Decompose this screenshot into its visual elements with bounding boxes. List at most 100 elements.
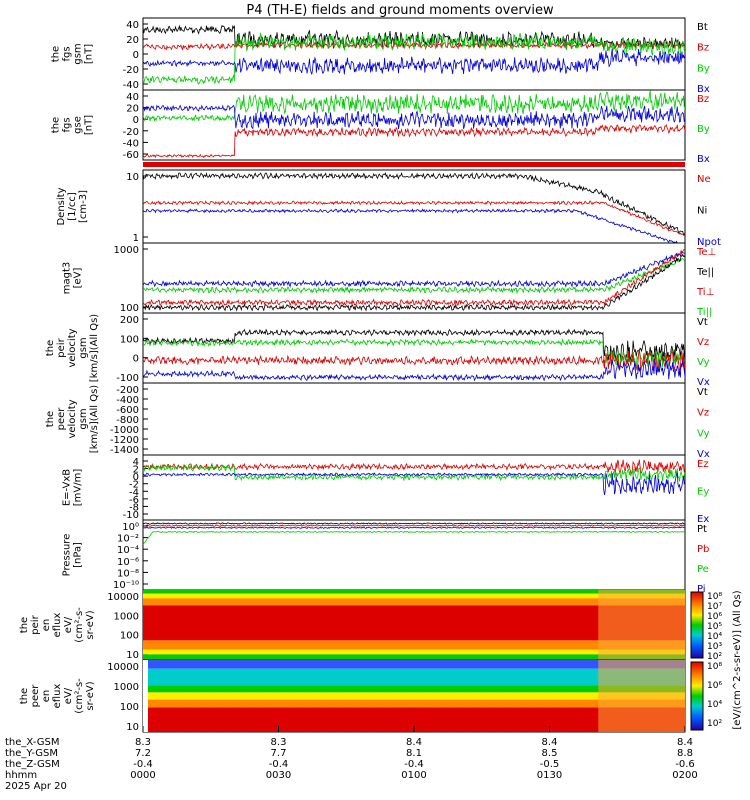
ytick-label: 1000 xyxy=(114,611,139,622)
ylabel-line: fgs xyxy=(62,117,73,132)
panel-ylabel: E=-VxB [mV/m] xyxy=(62,469,84,507)
ytick-label: 0 xyxy=(133,472,139,483)
legend-green: Pe xyxy=(697,564,709,575)
ylabel-line: [km/s](All Qs) xyxy=(89,314,100,382)
panel-content xyxy=(143,171,685,243)
legend-green: By xyxy=(697,124,710,135)
ytick-label: -40 xyxy=(123,80,139,91)
ytick-label: 10 xyxy=(126,650,139,661)
ylabel-line: [1/cc] xyxy=(67,192,78,221)
panel-efield: E=-VxB [mV/m] 420-2-4-6-8-10 Ez Ey Ex xyxy=(62,454,709,525)
colorbar-tick: 10⁸ xyxy=(707,662,722,672)
ytick-label: -1400 xyxy=(110,445,139,456)
panel-content xyxy=(143,522,685,545)
ytick-label: 0 xyxy=(133,354,139,365)
ytick-label: 10000 xyxy=(107,662,139,673)
ylabel-line: the xyxy=(51,117,62,133)
trace-Pb xyxy=(143,524,685,527)
panel-peir_vel: the peir velocity gsm [km/s](All Qs) 200 100 0 -… xyxy=(45,312,710,388)
panel-content xyxy=(143,24,685,85)
trace-Bx xyxy=(143,48,685,75)
xaxis-value: -0.6 xyxy=(675,759,695,770)
ytick-label: 10 xyxy=(126,172,139,183)
legend-red: Vz xyxy=(697,337,709,348)
ytick-label: -600 xyxy=(116,405,139,416)
colorbar-tick: 10⁴ xyxy=(707,700,722,710)
legend-blue: Vx xyxy=(697,449,710,460)
ylabel-line: en xyxy=(41,690,52,703)
panel-peer_spec: the peer en eflux eV/(cm²-s-sr-eV) 10000 1000 1… xyxy=(19,659,686,733)
legend-blue: Bx xyxy=(697,84,710,95)
ylabel-line: eflux xyxy=(52,684,63,709)
ylabel-line: [km/s](All Qs) xyxy=(89,385,100,453)
xaxis-value: 8.4 xyxy=(542,737,558,748)
xaxis-row-label: the_Z-GSM xyxy=(5,759,60,770)
ylabel-line: E=-VxB xyxy=(62,469,73,506)
ytick-label: 10⁻⁸ xyxy=(117,568,139,579)
colorbar-tick: 10² xyxy=(707,652,722,662)
spectrogram-band xyxy=(143,649,685,655)
xaxis-value: -0.5 xyxy=(540,759,560,770)
xaxis-row-label: hhmm xyxy=(5,770,37,781)
legend-blue: Npot xyxy=(697,237,721,248)
ylabel-line: (cm²-s- xyxy=(74,678,85,714)
ytick-label: 10000 xyxy=(107,592,139,603)
xaxis-value: 8.4 xyxy=(677,737,693,748)
legend-red: Ez xyxy=(697,459,709,470)
spectrogram-band xyxy=(143,692,685,700)
trace-Pe xyxy=(143,530,685,545)
trace-Bx xyxy=(143,104,685,130)
panel-density: Density [1/cc] [cm-3] 10 1 Ne Ni Npot xyxy=(56,162,721,248)
spectrogram-band xyxy=(143,654,685,660)
panel-content xyxy=(143,590,685,660)
ytick-label: 100 xyxy=(120,303,139,314)
ytick-label: 10⁻² xyxy=(117,534,139,545)
figure-title: P4 (TH-E) fields and ground moments over… xyxy=(246,3,554,18)
ylabel-line: velocity xyxy=(67,399,78,438)
spectrogram-band xyxy=(143,660,685,669)
legend-red: Te⊥ xyxy=(696,247,716,258)
ytick-label: 0 xyxy=(133,115,139,126)
panel-peer_vel: the peer velocity gsm [km/s](All Qs) -200-400… xyxy=(45,382,710,460)
ytick-label: 2 xyxy=(133,465,139,476)
colorbar-tick: 10² xyxy=(707,719,722,729)
colorbar-tick: 10⁶ xyxy=(707,681,722,691)
xaxis-value: 0030 xyxy=(266,770,291,781)
ytick-label: -20 xyxy=(123,127,139,138)
legend-green: By xyxy=(697,63,710,74)
colorbar-label: [eV/(cm^2-s-sr-eV)] (All Qs) xyxy=(732,590,743,729)
ytick-label: -1000 xyxy=(110,425,139,436)
spectrogram-band xyxy=(143,593,685,599)
trace-Vz xyxy=(143,348,685,373)
ylabel-line: [eV] xyxy=(73,268,84,289)
legend-black: Pt xyxy=(697,524,707,535)
ylabel-line: peir xyxy=(30,614,41,634)
panel-content xyxy=(143,90,685,159)
trace-Tepar xyxy=(143,253,685,312)
legend-blue: Pi xyxy=(697,584,706,595)
ylabel-line: velocity xyxy=(67,328,78,367)
ylabel-line: gsm xyxy=(78,337,89,358)
ytick-label: 100 xyxy=(120,702,139,713)
panel-frame xyxy=(142,89,686,161)
colorbar-label-group: [eV/(cm^2-s-sr-eV)] (All Qs) xyxy=(732,590,743,729)
ytick-label: 4 xyxy=(133,457,139,468)
xaxis-value: 8.3 xyxy=(271,737,287,748)
xaxis-value: 0130 xyxy=(537,770,562,781)
trace-Tiperp xyxy=(143,251,685,288)
ytick-label: 40 xyxy=(126,92,139,103)
ylabel-line: sr-eV) xyxy=(85,610,96,639)
panel-content xyxy=(143,459,685,495)
trace-Ni xyxy=(143,171,685,235)
trace-Pt xyxy=(143,522,685,525)
ytick-label: 10⁻⁶ xyxy=(117,557,139,568)
spectrogram-band xyxy=(143,598,685,606)
ytick-label: -40 xyxy=(123,138,139,149)
ytick-label: 100 xyxy=(120,631,139,642)
spectrogram-band xyxy=(143,590,685,594)
trace-Bz xyxy=(143,124,685,159)
xaxis-value: 7.7 xyxy=(271,748,287,759)
xaxis-value: -0.4 xyxy=(269,759,289,770)
ytick-label: 40 xyxy=(126,20,139,31)
